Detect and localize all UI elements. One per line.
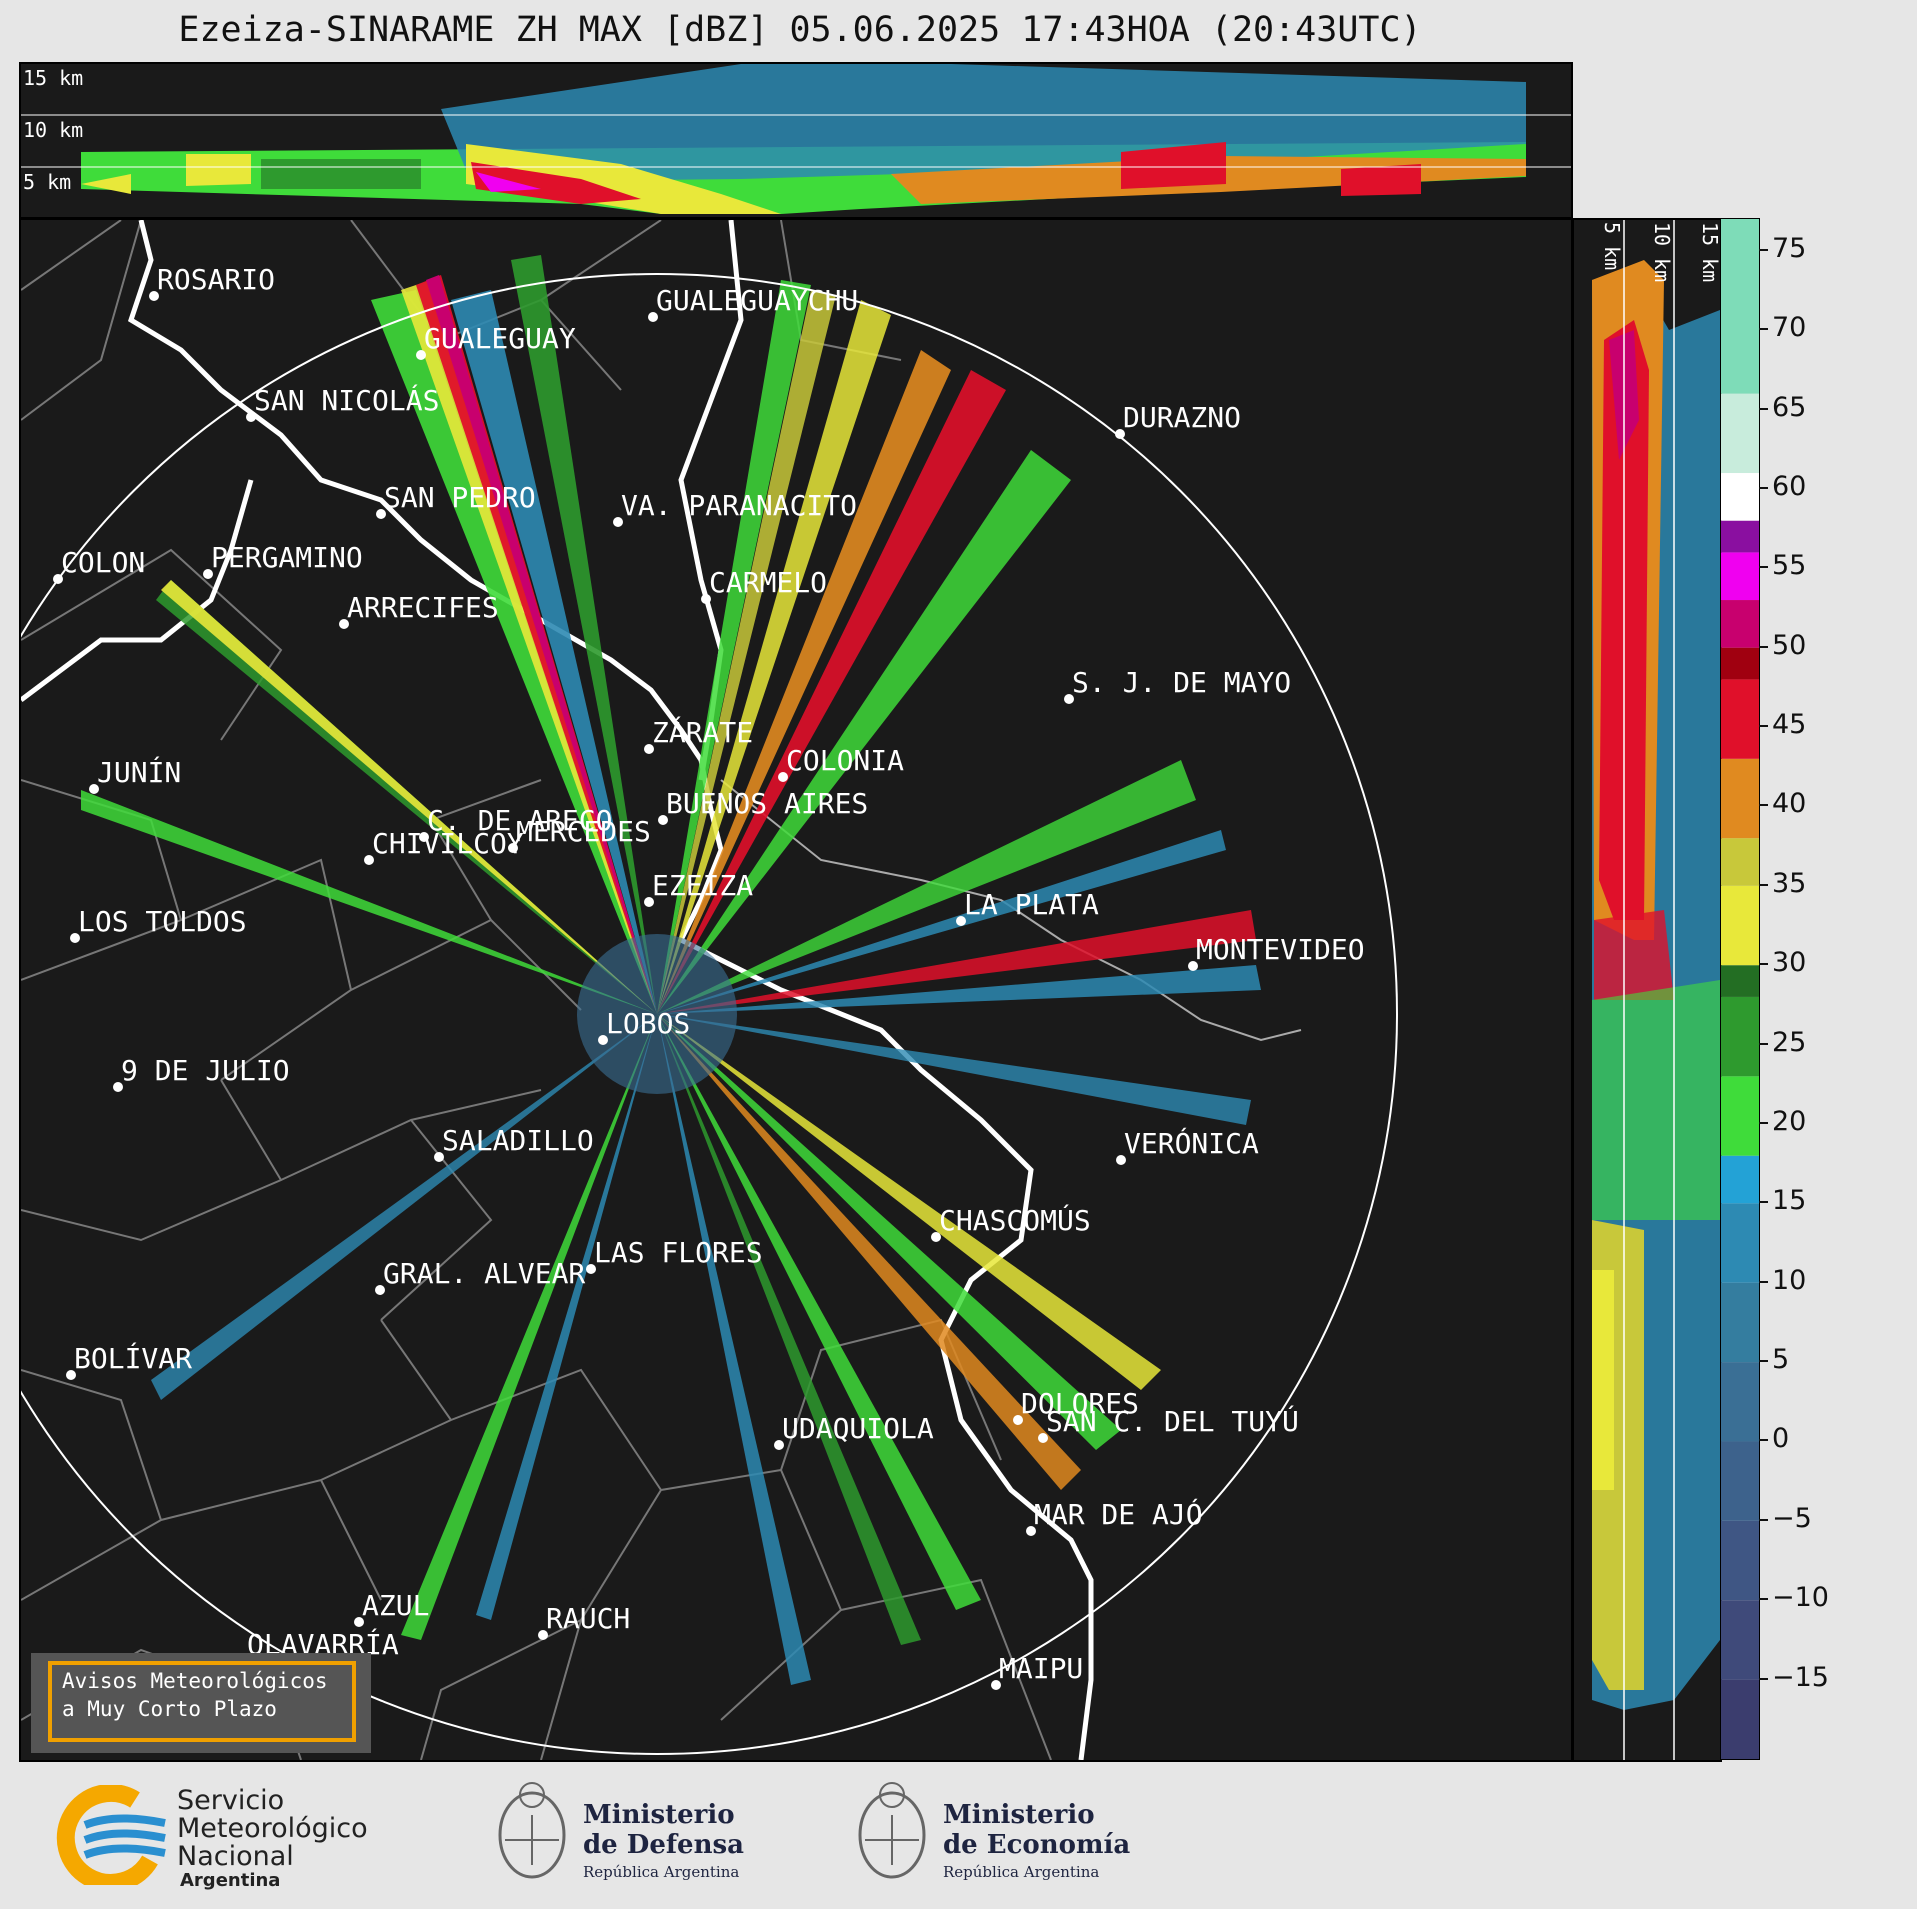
radar-map-canvas: [21, 220, 1398, 1760]
colorbar-tick-label: 65: [1772, 391, 1807, 423]
colorbar-band: [1721, 219, 1759, 394]
colorbar-band: [1721, 552, 1759, 601]
defensa-line-1: Ministerio: [583, 1800, 735, 1830]
colorbar-band: [1721, 1155, 1759, 1204]
ministerio-economia-logo: Ministerio de Economía República Argenti…: [855, 1775, 1130, 1899]
colorbar-tick-mark: [1759, 963, 1768, 966]
side-height-panel: 5 km 10 km 15 km: [1572, 218, 1722, 1762]
colorbar-tick-mark: [1759, 804, 1768, 807]
defensa-line-2: de Defensa: [583, 1830, 744, 1860]
defensa-coat-of-arms-icon: [498, 1782, 566, 1879]
colorbar-band: [1721, 393, 1759, 474]
colorbar-tick-label: 20: [1772, 1105, 1807, 1137]
warning-line-1: Avisos Meteorológicos: [62, 1669, 328, 1693]
colorbar-tick-mark: [1759, 1677, 1768, 1680]
warning-badge: [31, 1653, 371, 1753]
colorbar-band: [1721, 647, 1759, 680]
colorbar-tick-label: 10: [1772, 1264, 1807, 1296]
colorbar-band: [1721, 838, 1759, 886]
colorbar-tick-mark: [1759, 486, 1768, 489]
side-height-label-15km: 15 km: [1698, 222, 1722, 283]
top-reflectivity-profile: [21, 64, 1571, 214]
height-label-15km: 15 km: [23, 66, 84, 90]
colorbar-band: [1721, 758, 1759, 839]
colorbar-tick-mark: [1759, 1121, 1768, 1124]
colorbar-tick-label: 70: [1772, 312, 1807, 344]
colorbar-bands: [1721, 219, 1759, 1759]
uruguay-border: [720, 779, 1302, 1042]
colorbar-tick-label: 40: [1772, 788, 1807, 820]
colorbar-tick-mark: [1759, 725, 1768, 728]
economia-line-3: República Argentina: [943, 1863, 1100, 1881]
colorbar-band: [1721, 1203, 1759, 1283]
radar-map: ROSARIO GUALEGUAYCHU GUALEGUAY SAN NICOL…: [19, 218, 1573, 1762]
side-reflectivity-profile: [1592, 220, 1720, 1760]
chart-title: Ezeiza-SINARAME ZH MAX [dBZ] 05.06.2025 …: [178, 10, 1422, 50]
colorbar-tick-mark: [1759, 1439, 1768, 1442]
smn-logo: Servicio Meteorológico Nacional Argentin…: [55, 1783, 368, 1892]
colorbar-tick-mark: [1759, 1598, 1768, 1601]
colorbar-band: [1721, 1362, 1759, 1442]
colorbar-tick-mark: [1759, 566, 1768, 569]
colorbar-tick-mark: [1759, 883, 1768, 886]
colorbar-tick-mark: [1759, 1518, 1768, 1521]
colorbar-tick-mark: [1759, 645, 1768, 648]
colorbar-band: [1721, 885, 1759, 966]
defensa-line-3: República Argentina: [583, 1863, 740, 1881]
radar-range-ring: [21, 273, 1398, 1755]
colorbar-tick-mark: [1759, 407, 1768, 410]
colorbar-band: [1721, 1600, 1759, 1680]
colorbar-band: [1721, 520, 1759, 553]
colorbar: [1720, 218, 1760, 1760]
economia-line-1: Ministerio: [943, 1800, 1095, 1830]
colorbar-tick-label: 5: [1772, 1344, 1790, 1376]
colorbar-tick-label: −10: [1772, 1582, 1829, 1614]
colorbar-tick-mark: [1759, 1360, 1768, 1363]
colorbar-band: [1721, 996, 1759, 1077]
colorbar-band: [1721, 473, 1759, 521]
colorbar-tick-label: 75: [1772, 232, 1807, 264]
smn-line-2: Meteorológico: [177, 1813, 368, 1844]
colorbar-tick-mark: [1759, 1280, 1768, 1283]
colorbar-tick-label: 50: [1772, 629, 1807, 661]
colorbar-tick-label: 35: [1772, 867, 1807, 899]
economia-line-2: de Economía: [943, 1830, 1131, 1860]
colorbar-band: [1721, 1520, 1759, 1601]
colorbar-tick-label: 45: [1772, 709, 1807, 741]
colorbar-tick-label: 25: [1772, 1026, 1807, 1058]
colorbar-tick-label: 55: [1772, 550, 1807, 582]
economia-coat-of-arms-icon: [858, 1782, 926, 1879]
colorbar-tick-mark: [1759, 1042, 1768, 1045]
colorbar-band: [1721, 679, 1759, 759]
colorbar-tick-label: 30: [1772, 947, 1807, 979]
ministerio-defensa-logo: Ministerio de Defensa República Argentin…: [495, 1775, 744, 1899]
smn-line-1: Servicio: [177, 1785, 285, 1816]
smn-logo-icon: [56, 1783, 166, 1892]
colorbar-tick-mark: [1759, 1201, 1768, 1204]
colorbar-tick-label: 0: [1772, 1423, 1790, 1455]
colorbar-tick-label: 15: [1772, 1185, 1807, 1217]
colorbar-band: [1721, 965, 1759, 997]
side-height-label-5km: 5 km: [1600, 222, 1624, 271]
colorbar-band: [1721, 1441, 1759, 1521]
reflectivity-rays: [81, 255, 1261, 1685]
warning-badge-frame: Avisos Meteorológicos a Muy Corto Plazo: [48, 1661, 356, 1742]
colorbar-tick-mark: [1759, 328, 1768, 331]
side-height-label-10km: 10 km: [1650, 222, 1674, 283]
smn-line-4: Argentina: [180, 1870, 281, 1891]
colorbar-band: [1721, 1076, 1759, 1156]
colorbar-tick-label: −5: [1772, 1502, 1812, 1534]
top-height-panel: 15 km 10 km 5 km: [19, 62, 1573, 219]
colorbar-band: [1721, 1282, 1759, 1363]
height-label-10km: 10 km: [23, 118, 84, 142]
colorbar-tick-label: 60: [1772, 470, 1807, 502]
colorbar-tick-label: −15: [1772, 1661, 1829, 1693]
colorbar-band: [1721, 1679, 1759, 1759]
colorbar-band: [1721, 600, 1759, 648]
colorbar-tick-mark: [1759, 248, 1768, 251]
warning-line-2: a Muy Corto Plazo: [62, 1697, 277, 1721]
height-label-5km: 5 km: [23, 170, 72, 194]
smn-line-3: Nacional: [177, 1841, 294, 1872]
